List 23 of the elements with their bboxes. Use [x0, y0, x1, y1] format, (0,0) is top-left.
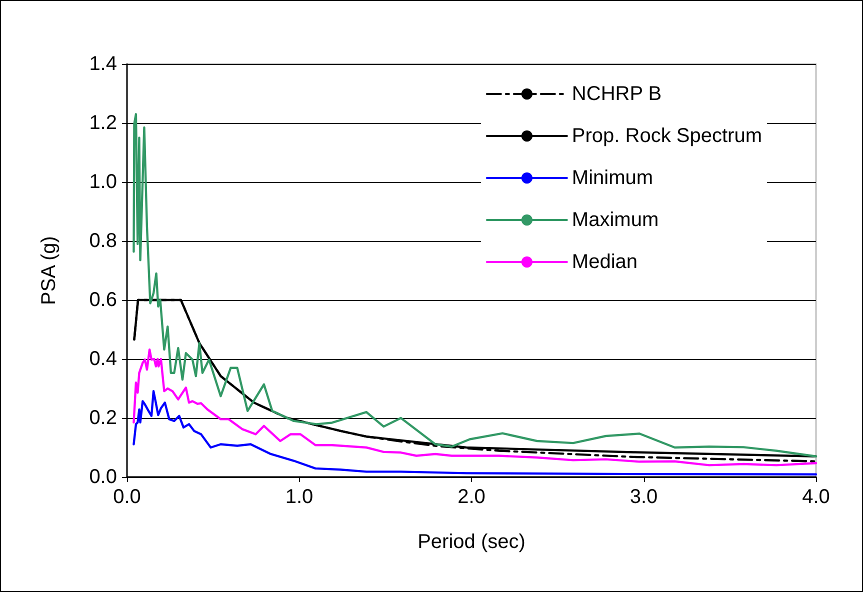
x-tick-label: 3.0 — [630, 486, 658, 508]
y-tick-label: 1.0 — [89, 171, 117, 193]
y-tick-label: 0.0 — [89, 466, 117, 488]
y-tick-label: 1.2 — [89, 112, 117, 134]
legend-label: Maximum — [572, 209, 659, 231]
y-tick-label: 0.4 — [89, 348, 117, 370]
x-tick-label: 0.0 — [113, 486, 141, 508]
y-tick-label: 0.8 — [89, 230, 117, 252]
x-tick-label: 1.0 — [285, 486, 314, 508]
line-series — [132, 348, 818, 466]
x-tick-label: 2.0 — [458, 486, 486, 508]
legend-label: Minimum — [572, 167, 654, 189]
y-axis-title: PSA (g) — [38, 236, 60, 305]
line-series — [132, 113, 818, 458]
y-tick-label: 1.4 — [89, 53, 117, 75]
y-tick-label: 0.2 — [89, 407, 117, 429]
x-axis-title: Period (sec) — [418, 531, 526, 553]
x-tick-label: 4.0 — [802, 486, 830, 508]
legend-label: Median — [572, 251, 638, 273]
legend-label: Prop. Rock Spectrum — [572, 125, 762, 147]
y-tick-label: 0.6 — [89, 289, 117, 311]
line-series — [132, 390, 818, 476]
legend-label: NCHRP B — [572, 83, 662, 105]
